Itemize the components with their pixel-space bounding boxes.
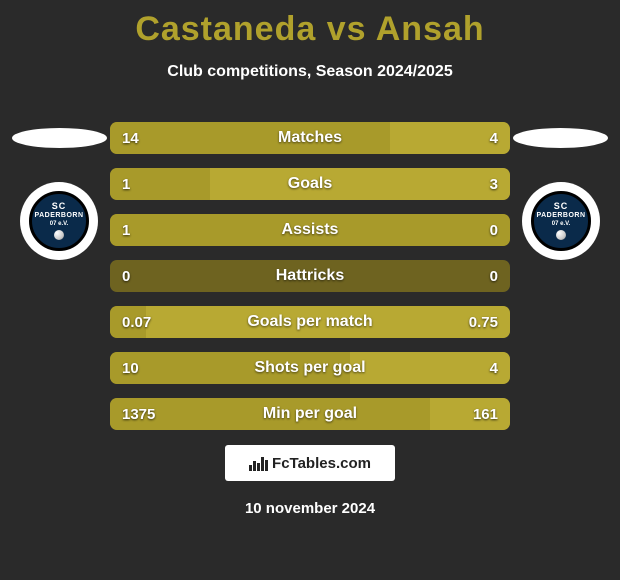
stats-bars-container: 144Matches 13Goals 10Assists 0 0Hattricks 0.0… — [110, 122, 510, 444]
stat-value-right: 0 — [490, 260, 498, 292]
stat-row: 0 0Hattricks — [110, 260, 510, 292]
stat-row: 10Assists — [110, 214, 510, 246]
brand-logo[interactable]: FcTables.com — [225, 445, 395, 481]
stat-fill-right — [210, 168, 510, 200]
stat-fill-right — [390, 122, 510, 154]
stat-fill-right — [146, 306, 510, 338]
stat-row: 1375161Min per goal — [110, 398, 510, 430]
bar-chart-icon — [249, 455, 268, 471]
stat-fill-right — [430, 398, 510, 430]
club-badge-right: SC PADERBORN 07 e.V. — [522, 182, 600, 260]
stat-row: 104Shots per goal — [110, 352, 510, 384]
badge-sc: SC — [554, 202, 569, 212]
player-right-name: Ansah — [376, 10, 485, 48]
stat-fill-left — [110, 214, 510, 246]
club-badge-inner-right: SC PADERBORN 07 e.V. — [531, 191, 591, 251]
brand-text: FcTables.com — [272, 455, 371, 472]
stat-fill-left — [110, 168, 210, 200]
badge-sc: SC — [52, 202, 67, 212]
badge-name: PADERBORN — [536, 212, 585, 220]
club-badge-left: SC PADERBORN 07 e.V. — [20, 182, 98, 260]
stat-fill-left — [110, 306, 146, 338]
stat-label: Hattricks — [110, 260, 510, 292]
ball-icon — [556, 230, 566, 240]
footer-date: 10 november 2024 — [0, 500, 620, 517]
stat-row: 0.070.75Goals per match — [110, 306, 510, 338]
stat-row: 144Matches — [110, 122, 510, 154]
stat-fill-right — [350, 352, 510, 384]
vs-text: vs — [327, 10, 367, 48]
stat-fill-left — [110, 122, 390, 154]
badge-year: 07 e.V. — [552, 221, 570, 228]
decoration-ellipse-right — [513, 128, 608, 148]
decoration-ellipse-left — [12, 128, 107, 148]
ball-icon — [54, 230, 64, 240]
badge-name: PADERBORN — [34, 212, 83, 220]
badge-year: 07 e.V. — [50, 221, 68, 228]
stat-row: 13Goals — [110, 168, 510, 200]
stat-fill-left — [110, 398, 430, 430]
club-badge-inner-left: SC PADERBORN 07 e.V. — [29, 191, 89, 251]
comparison-title: Castaneda vs Ansah — [0, 0, 620, 49]
player-left-name: Castaneda — [135, 10, 316, 48]
stat-fill-left — [110, 352, 350, 384]
season-subtitle: Club competitions, Season 2024/2025 — [0, 63, 620, 81]
stat-value-left: 0 — [122, 260, 130, 292]
